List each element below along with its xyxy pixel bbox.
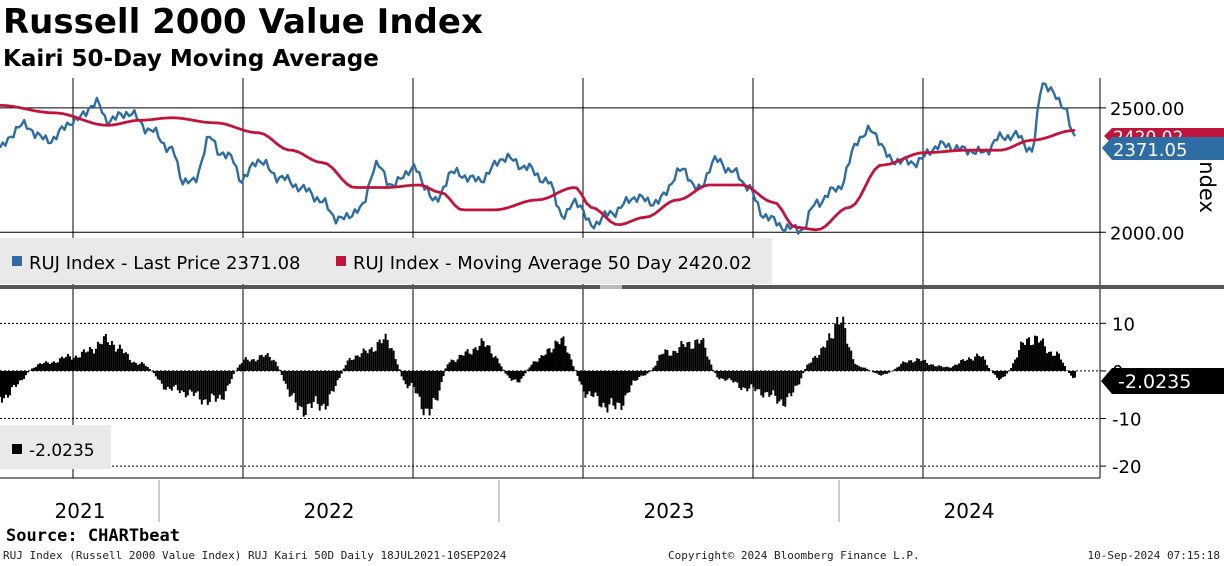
legend-swatch-kairi — [12, 444, 22, 454]
price-last-value: 2371.05 — [1113, 140, 1187, 161]
year-label-2023: 2023 — [644, 499, 695, 523]
kairi-last-value: -2.0235 — [1118, 371, 1191, 393]
x-year-labels: 2021 2022 2023 2024 — [55, 499, 995, 523]
kairi-legend: -2.0235 — [0, 425, 111, 469]
footer-timestamp: 10-Sep-2024 07:15:18 — [1087, 549, 1220, 562]
kairi-bars — [0, 316, 1076, 417]
price-lines — [0, 82, 1077, 235]
price-legend-box — [0, 238, 772, 284]
price-legend: RUJ Index - Last Price 2371.08 RUJ Index… — [0, 238, 772, 284]
y-axis-label: Index — [1195, 155, 1219, 213]
legend-label-kairi: -2.0235 — [29, 441, 95, 461]
chart-title: Russell 2000 Value Index — [3, 2, 483, 42]
legend-swatch-last-price — [12, 256, 22, 266]
legend-swatch-moving-average — [336, 256, 346, 266]
legend-label-moving-average: RUJ Index - Moving Average 50 Day 2420.0… — [353, 253, 752, 274]
footer-copyright: Copyright© 2024 Bloomberg Finance L.P. — [668, 549, 920, 562]
footer-left: RUJ Index (Russell 2000 Value Index) RUJ… — [3, 549, 507, 562]
price-last-flag: 2371.05 — [1102, 137, 1224, 161]
price-tick-label-0: 2000.00 — [1110, 223, 1184, 244]
chart-subtitle: Kairi 50-Day Moving Average — [3, 46, 379, 72]
year-label-2021: 2021 — [55, 499, 106, 523]
source-note: Source: CHARTbeat — [6, 526, 180, 546]
kairi-tick-label-2: -10 — [1112, 410, 1141, 431]
kairi-tick-label-3: -20 — [1112, 457, 1141, 478]
panel-resize-handle[interactable] — [600, 285, 622, 289]
kairi-flag-shape — [1101, 368, 1224, 394]
price-tick-label-1: 2500.00 — [1110, 99, 1184, 120]
year-label-2024: 2024 — [944, 499, 995, 523]
legend-label-last-price: RUJ Index - Last Price 2371.08 — [29, 253, 301, 274]
kairi-tick-label-0: 10 — [1112, 314, 1135, 335]
kairi-last-flag: -2.0235 — [1101, 368, 1224, 394]
year-label-2022: 2022 — [304, 499, 355, 523]
price-flag-shape — [1102, 137, 1224, 160]
moving-average-line — [0, 104, 1076, 232]
